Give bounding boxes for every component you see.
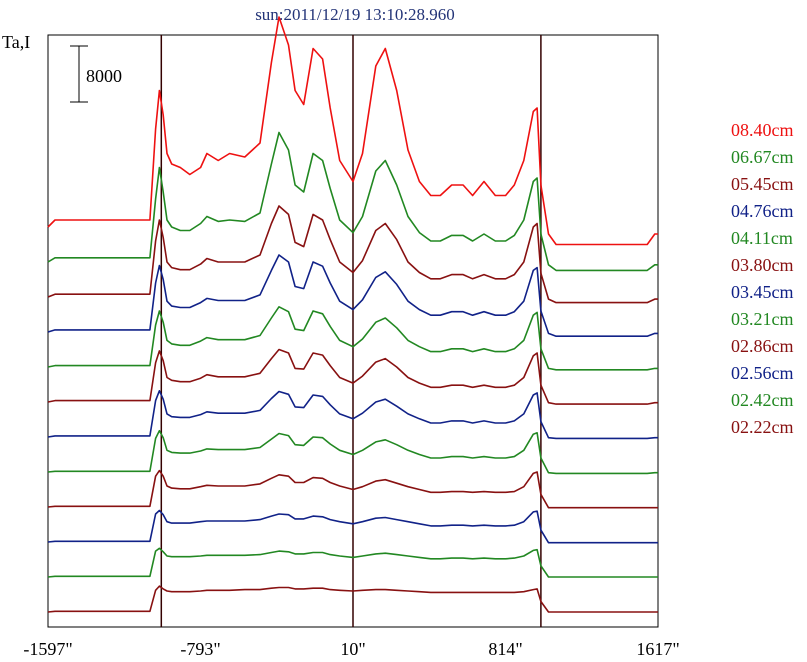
- scale-bar: 8000: [70, 45, 122, 103]
- series-line-02.42cm: [47, 547, 658, 578]
- series-line-04.76cm: [47, 254, 658, 338]
- y-axis-label: Ta,I: [2, 32, 30, 52]
- legend-entry: 06.67cm: [731, 147, 794, 167]
- legend-entry: 03.80cm: [731, 255, 794, 275]
- legend-entry: 02.86cm: [731, 336, 794, 356]
- series-line-02.56cm: [47, 509, 658, 544]
- legend-entry: 04.11cm: [731, 228, 793, 248]
- series-line-02.22cm: [47, 585, 658, 613]
- legend-entry: 03.45cm: [731, 282, 794, 302]
- series-line-02.86cm: [47, 469, 658, 509]
- legend-entry: 08.40cm: [731, 120, 794, 140]
- legend-entry: 02.42cm: [731, 390, 794, 410]
- x-tick-labels: -1597" -793" 10" 814" 1617": [23, 639, 679, 659]
- x-tick-label: 10": [340, 639, 365, 659]
- series-line-03.45cm: [47, 389, 658, 440]
- legend-entry: 02.22cm: [731, 417, 794, 437]
- x-tick-label: -793": [180, 639, 220, 659]
- chart-title: sun:2011/12/19 13:10:28.960: [255, 5, 455, 24]
- scale-bar-label: 8000: [86, 66, 122, 86]
- series-line-04.11cm: [47, 305, 658, 371]
- series-line-03.80cm: [47, 348, 658, 405]
- x-tick-label: 1617": [636, 639, 679, 659]
- series-lines: [47, 16, 658, 613]
- x-tick-label: 814": [488, 639, 522, 659]
- vertical-lines: [160, 35, 542, 627]
- x-tick-label: -1597": [23, 639, 72, 659]
- legend-entry: 02.56cm: [731, 363, 794, 383]
- series-line-06.67cm: [47, 131, 658, 272]
- legend-entry: 04.76cm: [731, 201, 794, 221]
- series-line-03.21cm: [47, 429, 658, 475]
- series-line-08.40cm: [47, 16, 658, 246]
- series-line-05.45cm: [47, 205, 658, 304]
- legend-entry: 03.21cm: [731, 309, 794, 329]
- legend-entry: 05.45cm: [731, 174, 794, 194]
- legend: 08.40cm 06.67cm 05.45cm 04.76cm 04.11cm 03.80…: [731, 120, 794, 437]
